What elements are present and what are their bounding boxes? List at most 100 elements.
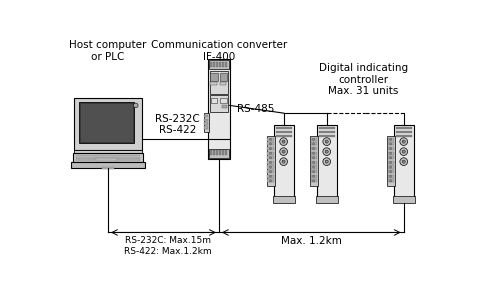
Bar	[311, 166, 318, 169]
Bar	[393, 196, 415, 203]
Circle shape	[282, 160, 285, 163]
Bar	[319, 135, 335, 137]
Text: RS-232C: Max.15m
RS-422: Max.1.2km: RS-232C: Max.15m RS-422: Max.1.2km	[124, 236, 211, 256]
Bar	[210, 95, 228, 112]
Circle shape	[390, 157, 392, 159]
Circle shape	[402, 140, 405, 143]
Bar	[210, 150, 212, 156]
Circle shape	[280, 148, 287, 156]
Text: RS-232C
RS-422: RS-232C RS-422	[155, 114, 200, 135]
Bar	[216, 150, 218, 156]
Circle shape	[325, 160, 328, 163]
Bar	[396, 131, 412, 133]
Circle shape	[390, 138, 392, 141]
Circle shape	[400, 148, 408, 156]
Circle shape	[313, 161, 315, 163]
Bar	[225, 150, 228, 156]
Circle shape	[133, 103, 138, 108]
Bar	[267, 152, 274, 155]
Bar	[267, 175, 274, 178]
Bar	[76, 157, 140, 159]
Circle shape	[280, 138, 287, 145]
Bar	[267, 161, 274, 164]
Bar	[396, 127, 412, 129]
Bar	[216, 61, 218, 67]
Circle shape	[325, 140, 328, 143]
Bar	[311, 175, 318, 178]
Bar	[388, 138, 395, 141]
Bar	[221, 98, 227, 103]
Bar	[220, 73, 228, 81]
Bar	[74, 150, 142, 154]
Bar	[219, 150, 221, 156]
Circle shape	[325, 150, 328, 153]
Circle shape	[323, 148, 331, 156]
Bar	[388, 156, 395, 159]
Bar	[311, 142, 318, 145]
Bar	[395, 125, 414, 202]
Bar	[204, 123, 208, 125]
Circle shape	[313, 147, 315, 150]
Circle shape	[269, 180, 272, 182]
Bar	[318, 125, 337, 202]
Bar	[210, 82, 217, 85]
Bar	[311, 170, 318, 173]
Circle shape	[269, 152, 272, 154]
Bar	[208, 59, 230, 159]
Circle shape	[323, 138, 331, 145]
Circle shape	[313, 157, 315, 159]
Bar	[319, 127, 335, 129]
Circle shape	[390, 152, 392, 154]
Circle shape	[390, 166, 392, 168]
Bar	[211, 98, 217, 103]
Bar	[219, 61, 221, 67]
Circle shape	[313, 180, 315, 182]
Text: Max. 1.2km: Max. 1.2km	[281, 236, 342, 246]
Bar	[387, 136, 395, 186]
Circle shape	[280, 158, 287, 166]
Bar	[267, 147, 274, 150]
Circle shape	[313, 143, 315, 145]
Bar	[267, 136, 275, 186]
Bar	[76, 155, 140, 156]
Bar	[213, 150, 215, 156]
Circle shape	[269, 138, 272, 141]
Bar	[396, 135, 412, 137]
Bar	[203, 113, 209, 132]
Text: Host computer
or PLC: Host computer or PLC	[70, 40, 147, 62]
Bar	[209, 148, 229, 158]
Bar	[388, 147, 395, 150]
Bar	[388, 175, 395, 178]
Bar	[267, 138, 274, 141]
Circle shape	[269, 161, 272, 163]
Bar	[388, 142, 395, 145]
Bar	[76, 159, 140, 161]
Bar	[267, 170, 274, 173]
Circle shape	[269, 170, 272, 173]
Circle shape	[323, 158, 331, 166]
Circle shape	[313, 170, 315, 173]
Bar	[225, 61, 228, 67]
Circle shape	[282, 140, 285, 143]
Bar	[276, 135, 292, 137]
Bar	[388, 161, 395, 164]
Bar	[209, 60, 229, 69]
Bar	[220, 82, 226, 85]
Bar	[71, 163, 145, 168]
Circle shape	[390, 180, 392, 182]
Bar	[222, 105, 227, 108]
Circle shape	[269, 147, 272, 150]
Circle shape	[313, 152, 315, 154]
Circle shape	[400, 138, 408, 145]
Bar	[267, 156, 274, 159]
Bar	[204, 119, 208, 121]
Bar	[267, 179, 274, 182]
Circle shape	[402, 150, 405, 153]
Bar	[102, 167, 114, 169]
Circle shape	[269, 166, 272, 168]
Bar	[267, 166, 274, 169]
Bar	[210, 71, 228, 94]
Bar	[204, 115, 208, 117]
Bar	[96, 158, 117, 161]
Bar	[311, 156, 318, 159]
